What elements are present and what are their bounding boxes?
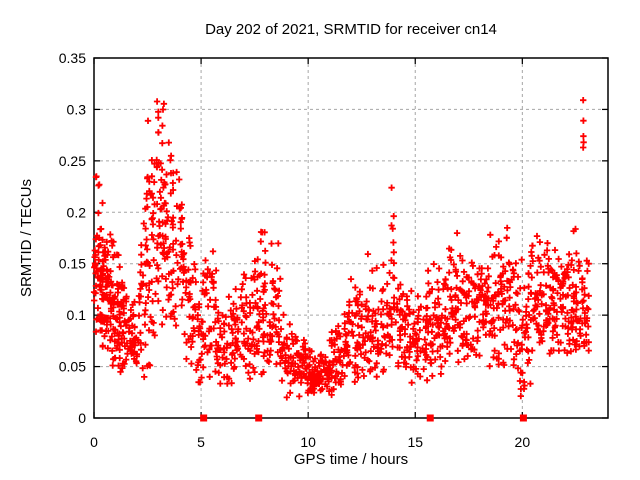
chart-title: Day 202 of 2021, SRMTID for receiver cn1…	[205, 21, 497, 38]
plot-border	[93, 57, 609, 419]
data-points	[90, 97, 592, 401]
y-tick-label: 0.1	[67, 307, 87, 323]
x-tick-label: 0	[90, 434, 98, 450]
y-axis-title: SRMTID / TECUs	[18, 178, 35, 298]
baseline-square-marker	[200, 414, 208, 422]
x-tick-label: 5	[197, 434, 205, 450]
x-axis-title: GPS time / hours	[293, 451, 409, 468]
y-tick-label: 0.25	[59, 153, 86, 169]
y-tick-label: 0.15	[59, 256, 86, 272]
baseline-square-marker	[255, 414, 263, 422]
y-tick-label: 0.35	[59, 50, 86, 66]
x-tick-label: 15	[407, 434, 423, 450]
x-tick-label: 10	[300, 434, 316, 450]
baseline-square-marker	[519, 414, 527, 422]
y-tick-label: 0.3	[67, 101, 87, 117]
x-tick-label: 20	[515, 434, 531, 450]
y-tick-label: 0.2	[67, 204, 87, 220]
y-tick-label: 0.05	[59, 359, 86, 375]
baseline-square-marker	[426, 414, 434, 422]
y-tick-label: 0	[78, 410, 86, 426]
